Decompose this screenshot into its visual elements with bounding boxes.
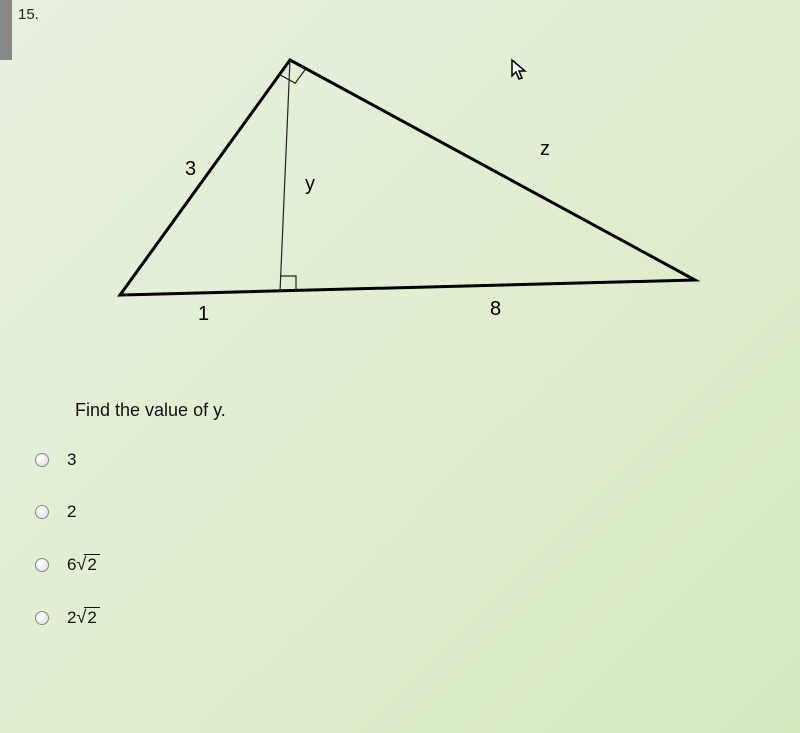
- radio-button[interactable]: [35, 505, 49, 519]
- question-number: 15.: [18, 6, 39, 23]
- cursor-icon: [510, 58, 530, 82]
- radio-button[interactable]: [35, 453, 49, 467]
- answer-options: 3 2 6√2 2√2: [35, 450, 100, 660]
- answer-option-3[interactable]: 2√2: [35, 607, 100, 628]
- triangle-svg: 3 z y 1 8: [70, 40, 710, 340]
- svg-text:3: 3: [185, 158, 196, 180]
- option-label: 2: [67, 502, 76, 522]
- radio-button[interactable]: [35, 558, 49, 572]
- option-label: 3: [67, 450, 76, 470]
- answer-option-1[interactable]: 2: [35, 502, 100, 522]
- option-label: 6√2: [67, 554, 100, 575]
- question-prompt: Find the value of y.: [75, 400, 226, 421]
- triangle-diagram: 3 z y 1 8: [70, 40, 710, 340]
- svg-text:z: z: [540, 138, 550, 160]
- svg-text:8: 8: [490, 298, 501, 320]
- radio-button[interactable]: [35, 611, 49, 625]
- left-accent-bar: [0, 0, 12, 60]
- answer-option-2[interactable]: 6√2: [35, 554, 100, 575]
- option-label: 2√2: [67, 607, 100, 628]
- svg-text:y: y: [305, 173, 315, 195]
- answer-option-0[interactable]: 3: [35, 450, 100, 470]
- svg-text:1: 1: [198, 303, 209, 325]
